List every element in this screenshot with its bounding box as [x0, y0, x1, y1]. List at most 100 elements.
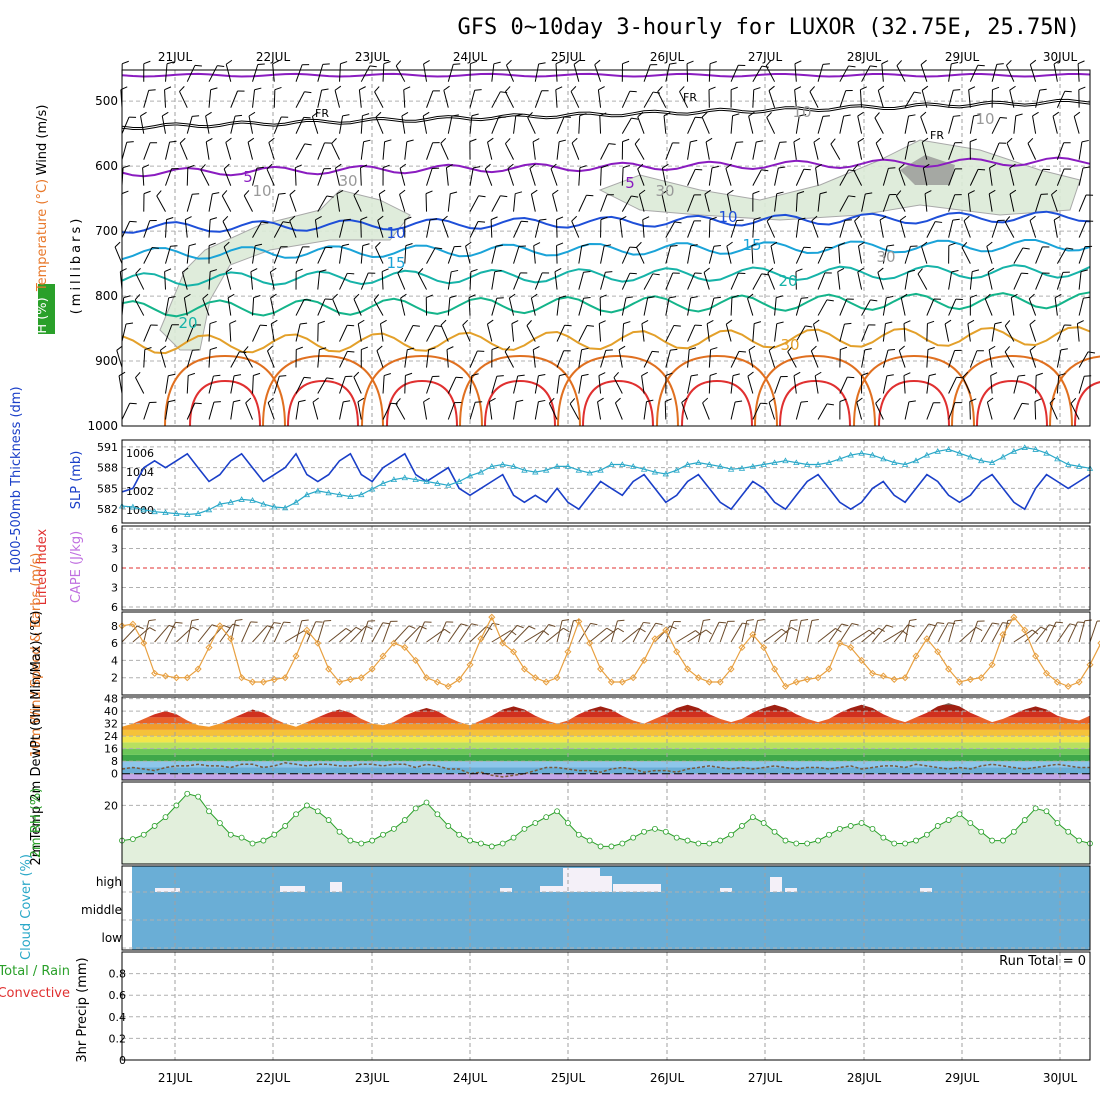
wind-barb	[1077, 63, 1080, 82]
rh-point	[412, 805, 419, 812]
wind-barb-flag	[563, 627, 570, 633]
slp-point	[205, 506, 213, 513]
wind10m-point	[325, 665, 333, 673]
wind-barb-flag	[924, 190, 932, 195]
wind-barb	[332, 298, 340, 316]
wind-barb	[357, 323, 362, 342]
rh-point	[227, 831, 234, 838]
wind-barb	[1028, 298, 1037, 316]
wind10m-point	[270, 675, 278, 683]
wind-barb-flag	[908, 140, 916, 143]
wind-barb	[334, 167, 341, 186]
wind-barb-flag	[383, 61, 391, 65]
wind-barb-flag	[999, 116, 1008, 119]
wind-barb	[813, 324, 819, 342]
wind-barb	[114, 246, 123, 264]
wind-barb-flag	[539, 218, 547, 221]
wind-barb	[948, 620, 956, 643]
wind-barb	[377, 220, 384, 238]
warm-dome-contour	[1074, 381, 1100, 427]
contour-label: 10	[975, 110, 994, 128]
wind10m-point	[912, 652, 920, 660]
wind-barb	[594, 64, 602, 82]
wind10m-point	[1053, 678, 1061, 686]
wind-barb-flag	[860, 86, 867, 91]
wind-barb	[556, 141, 560, 160]
wind-barb	[856, 402, 863, 420]
wind-barb-flag	[304, 91, 312, 94]
slp-point	[347, 493, 354, 499]
wind-barb-flag	[210, 217, 218, 221]
wind-barb	[273, 116, 282, 134]
wind10m-point	[455, 675, 463, 683]
wind-barb-flag	[144, 346, 152, 351]
temp-band	[122, 773, 1090, 780]
wind-barb	[980, 622, 993, 643]
rh-point	[565, 820, 571, 826]
cloud-block	[155, 888, 180, 892]
wind-barb-flag	[746, 619, 754, 622]
wind-barb	[610, 620, 618, 643]
wind-barb	[262, 622, 275, 643]
wind-barb	[165, 297, 170, 316]
wind-barb	[578, 195, 587, 212]
wind-barb	[795, 298, 802, 316]
wind-barb-flag	[992, 622, 1000, 625]
wind-barb	[687, 349, 690, 368]
wind10m-point	[803, 675, 811, 683]
wind-barb	[208, 323, 211, 342]
wind-barb	[186, 194, 193, 212]
wind-barb	[795, 115, 800, 134]
wind-barb	[809, 91, 819, 108]
wind-barb-flag	[1083, 296, 1091, 299]
wind-barb	[751, 245, 754, 264]
slp-point	[390, 476, 398, 483]
pressure-level-label: 700	[95, 224, 118, 238]
wind-barb	[839, 298, 848, 316]
wind-barb-flag	[357, 319, 365, 325]
wind-barb	[225, 142, 232, 160]
wind-barb	[915, 623, 930, 643]
wind-barb	[748, 116, 754, 134]
temp-band	[122, 748, 1090, 755]
rh-point	[1032, 805, 1039, 812]
wind-barb	[186, 324, 195, 342]
wind-barb	[339, 626, 357, 643]
date-label-top: 27JUL	[748, 50, 783, 64]
wind-barb-flag	[1039, 88, 1047, 91]
wind-barb	[969, 621, 979, 643]
wind-barb-flag	[819, 191, 827, 195]
wind-barb	[817, 193, 821, 212]
wind-barb	[794, 63, 797, 82]
wind-barb	[774, 167, 779, 186]
wind-barb	[969, 271, 973, 290]
wind-barb-flag	[135, 267, 141, 274]
wind-barb	[469, 167, 474, 186]
rh-point	[554, 808, 560, 815]
wind-barb	[142, 167, 145, 186]
wind-barb-flag	[340, 61, 348, 65]
cloud-block	[280, 886, 305, 892]
wind10m-point	[531, 674, 539, 682]
wind-barb-flag	[315, 216, 322, 221]
rh-point	[1054, 820, 1061, 826]
wind-barb	[426, 325, 436, 342]
wind-barb	[159, 350, 166, 368]
warm-dome-contour	[1049, 355, 1100, 427]
wind-barb-flag	[599, 320, 606, 325]
wind-barb-flag	[753, 217, 761, 221]
wind-barb-flag	[886, 374, 894, 377]
wind-barb	[534, 272, 543, 290]
wind-barb	[426, 90, 434, 108]
wind-barb	[295, 91, 305, 108]
date-label-top: 23JUL	[355, 50, 390, 64]
rh-point	[695, 840, 702, 847]
rh-point	[282, 823, 289, 829]
rh-point	[913, 837, 919, 844]
wind-barb-flag	[908, 400, 916, 403]
wind-barb	[1056, 324, 1065, 342]
wind-barb	[904, 620, 911, 643]
wind-barb	[360, 115, 363, 134]
wind-barb-flag	[213, 401, 221, 403]
slp-point	[412, 476, 419, 483]
